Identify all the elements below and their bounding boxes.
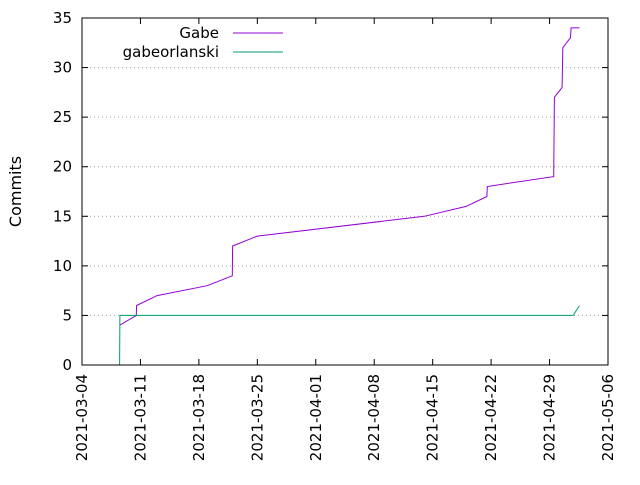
plot-frame xyxy=(81,17,609,366)
series-lines xyxy=(119,27,580,366)
series-line-2 xyxy=(119,305,580,366)
y-tick-label-3: 15 xyxy=(53,207,72,225)
x-tick-label-0: 2021-03-04 xyxy=(73,374,91,461)
x-tick-label-5: 2021-04-08 xyxy=(365,374,383,461)
x-tick-label-6: 2021-04-15 xyxy=(424,374,442,461)
x-tick-label-7: 2021-04-22 xyxy=(482,374,500,461)
y-tick-label-1: 5 xyxy=(62,306,72,324)
x-axis: 2021-03-04 2021-03-11 2021-03-18 2021-03-25… xyxy=(73,18,617,461)
y-tick-label-5: 25 xyxy=(53,108,72,126)
series-line-1 xyxy=(119,27,580,326)
x-tick-label-8: 2021-04-29 xyxy=(541,374,559,461)
grid-lines xyxy=(82,67,608,316)
x-tick-label-4: 2021-04-01 xyxy=(307,374,325,461)
y-tick-label-6: 30 xyxy=(53,59,72,77)
y-axis-label: Commits xyxy=(6,156,25,227)
x-tick-label-3: 2021-03-25 xyxy=(248,374,266,461)
y-tick-label-0: 0 xyxy=(62,356,72,374)
y-axis: 0 5 10 15 20 25 30 35 xyxy=(53,9,608,374)
legend-label-1: Gabe xyxy=(179,24,219,42)
y-tick-label-2: 10 xyxy=(53,257,72,275)
y-tick-label-4: 20 xyxy=(53,158,72,176)
y-tick-label-7: 35 xyxy=(53,9,72,27)
x-tick-label-2: 2021-03-18 xyxy=(190,374,208,461)
x-tick-label-9: 2021-05-06 xyxy=(599,374,617,461)
legend-label-2: gabeorlanski xyxy=(123,43,219,61)
x-tick-label-1: 2021-03-11 xyxy=(131,374,149,461)
